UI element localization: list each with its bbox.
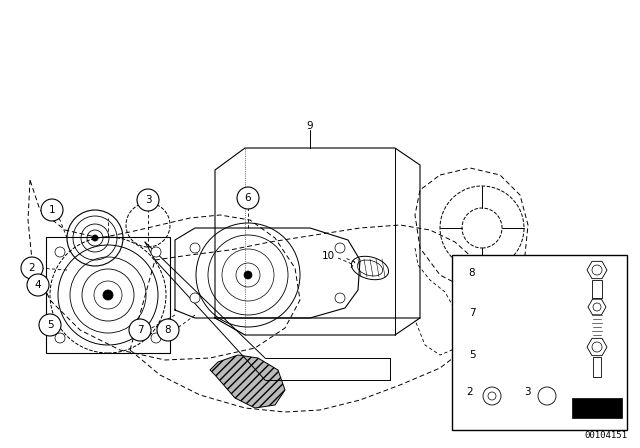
Circle shape [55, 247, 65, 257]
Circle shape [92, 235, 98, 241]
Bar [46, 237, 170, 353]
Circle shape [151, 333, 161, 343]
Circle shape [27, 274, 49, 296]
Circle shape [335, 293, 345, 303]
Circle shape [538, 387, 556, 405]
Text: 10: 10 [321, 251, 335, 261]
Text: 8: 8 [164, 325, 172, 335]
Text: 9: 9 [307, 121, 314, 131]
Polygon shape [587, 261, 607, 279]
Bar [452, 255, 627, 430]
Circle shape [190, 243, 200, 253]
Circle shape [41, 199, 63, 221]
Bar [593, 357, 601, 377]
Text: 7: 7 [137, 325, 143, 335]
Circle shape [21, 257, 43, 279]
Circle shape [129, 319, 151, 341]
Circle shape [483, 387, 501, 405]
Text: 8: 8 [468, 268, 476, 278]
Circle shape [137, 189, 159, 211]
Text: 6: 6 [244, 193, 252, 203]
Text: 7: 7 [468, 308, 476, 318]
Text: 2: 2 [467, 387, 474, 397]
Circle shape [244, 271, 252, 279]
Text: 5: 5 [468, 350, 476, 360]
Circle shape [335, 243, 345, 253]
Circle shape [237, 187, 259, 209]
Bar [592, 280, 602, 298]
Text: 5: 5 [47, 320, 53, 330]
Text: 1: 1 [49, 205, 55, 215]
Circle shape [39, 314, 61, 336]
Text: 2: 2 [29, 263, 35, 273]
Text: 3: 3 [524, 387, 531, 397]
Text: 00104151: 00104151 [584, 431, 627, 440]
Bar [572, 398, 622, 418]
Polygon shape [210, 355, 285, 408]
Circle shape [55, 333, 65, 343]
Circle shape [157, 319, 179, 341]
Circle shape [151, 247, 161, 257]
Polygon shape [588, 299, 606, 315]
Circle shape [103, 290, 113, 300]
Text: 4: 4 [35, 280, 42, 290]
Polygon shape [587, 338, 607, 356]
Circle shape [190, 293, 200, 303]
Text: 3: 3 [145, 195, 151, 205]
